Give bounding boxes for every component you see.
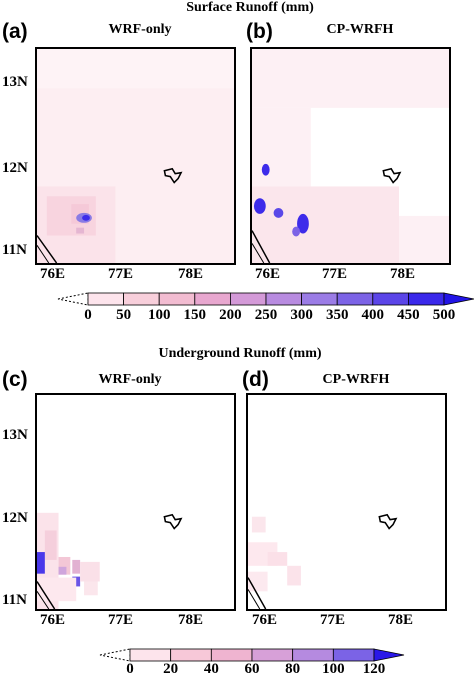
lat-label-13n-c: 13N <box>2 427 28 443</box>
colorbar-tick-label: 100 <box>147 307 171 323</box>
colorbar-swatch <box>170 648 212 662</box>
colorbar-tick-label: 60 <box>244 661 260 677</box>
lat-label-11n-c: 11N <box>2 592 28 608</box>
colorbar-swatch <box>210 648 253 662</box>
lon-label-77e-b: 77E <box>322 266 348 282</box>
surface-runoff-title: Surface Runoff (mm) <box>186 0 314 15</box>
colorbar-swatch <box>194 292 231 306</box>
colorbar-tick-label: 0 <box>126 661 134 677</box>
map-d-field <box>248 395 445 609</box>
boundary-outline-c <box>163 513 183 530</box>
boundary-outline-b <box>382 167 402 184</box>
colorbar-max-arrow <box>443 292 474 306</box>
colorbar-tick-label: 0 <box>84 307 92 323</box>
colorbar-tick-label: 120 <box>362 661 386 677</box>
colorbar-swatch <box>229 292 267 306</box>
lon-label-78e-d: 78E <box>388 612 414 628</box>
colorbar-tick-label: 40 <box>203 661 219 677</box>
colorbar-swatch <box>265 292 302 306</box>
colorbar-tick-label: 250 <box>254 307 278 323</box>
colorbar-swatch <box>336 292 374 306</box>
lon-label-77e-c: 77E <box>108 612 134 628</box>
colorbar-swatch <box>251 648 294 662</box>
colorbar-tick-label: 100 <box>322 661 345 677</box>
map-b-field <box>252 49 449 263</box>
lon-label-78e-a: 78E <box>178 266 204 282</box>
colorbar-tick-label: 350 <box>325 307 349 323</box>
colorbar-swatch <box>129 648 172 662</box>
colorbar-tick-label: 200 <box>219 307 242 323</box>
boundary-outline-a <box>163 167 183 184</box>
colorbar-swatch <box>372 292 409 306</box>
colorbar-swatch <box>301 292 338 306</box>
map-c-field <box>37 395 234 609</box>
lat-label-12n-a: 12N <box>2 160 28 176</box>
colorbar-min-arrow <box>99 648 131 662</box>
panel-b-tag: (b) <box>246 20 273 43</box>
panel-b-title: CP-WRFH <box>326 22 394 37</box>
boundary-outline-d <box>378 513 398 530</box>
colorbar-tick-label: 300 <box>290 307 313 323</box>
underground-runoff-colorbar <box>99 648 405 662</box>
colorbar-swatch <box>332 648 375 662</box>
lat-label-12n-c: 12N <box>2 510 28 526</box>
map-a-field <box>37 49 234 263</box>
colorbar-tick-label: 150 <box>183 307 207 323</box>
lat-label-13n-a: 13N <box>2 74 28 90</box>
colorbar-swatch <box>158 292 196 306</box>
colorbar-tick-label: 50 <box>116 307 132 323</box>
colorbar-tick-label: 500 <box>432 307 456 323</box>
lon-label-77e-d: 77E <box>320 612 346 628</box>
lon-label-77e-a: 77E <box>108 266 134 282</box>
colorbar-swatch <box>407 292 445 306</box>
panel-c-tag: (c) <box>2 368 28 391</box>
colorbar-min-arrow <box>57 292 89 306</box>
lon-label-76e-b: 76E <box>255 266 281 282</box>
lat-label-11n-a: 11N <box>2 242 28 258</box>
lon-label-76e-a: 76E <box>40 266 66 282</box>
colorbar-tick-label: 400 <box>361 307 385 323</box>
panel-c-title: WRF-only <box>98 372 162 387</box>
surface-runoff-colorbar <box>57 292 474 306</box>
lon-label-76e-c: 76E <box>40 612 66 628</box>
colorbar-swatch <box>87 292 124 306</box>
panel-a-tag: (a) <box>2 20 28 43</box>
colorbar-max-arrow <box>373 648 405 662</box>
panel-a-title: WRF-only <box>108 22 172 37</box>
colorbar-tick-label: 20 <box>163 661 179 677</box>
lon-label-78e-c: 78E <box>178 612 204 628</box>
colorbar-tick-label: 450 <box>397 307 420 323</box>
lon-label-76e-d: 76E <box>252 612 278 628</box>
underground-runoff-title: Underground Runoff (mm) <box>158 346 322 361</box>
lon-label-78e-b: 78E <box>390 266 416 282</box>
map-panel-d <box>246 393 447 611</box>
colorbar-swatch <box>292 648 334 662</box>
map-panel-a <box>35 47 236 265</box>
colorbar-tick-label: 80 <box>285 661 301 677</box>
map-panel-c <box>35 393 236 611</box>
panel-d-title: CP-WRFH <box>322 372 390 387</box>
map-panel-b <box>250 47 451 265</box>
colorbar-swatch <box>123 292 160 306</box>
panel-d-tag: (d) <box>242 368 269 391</box>
